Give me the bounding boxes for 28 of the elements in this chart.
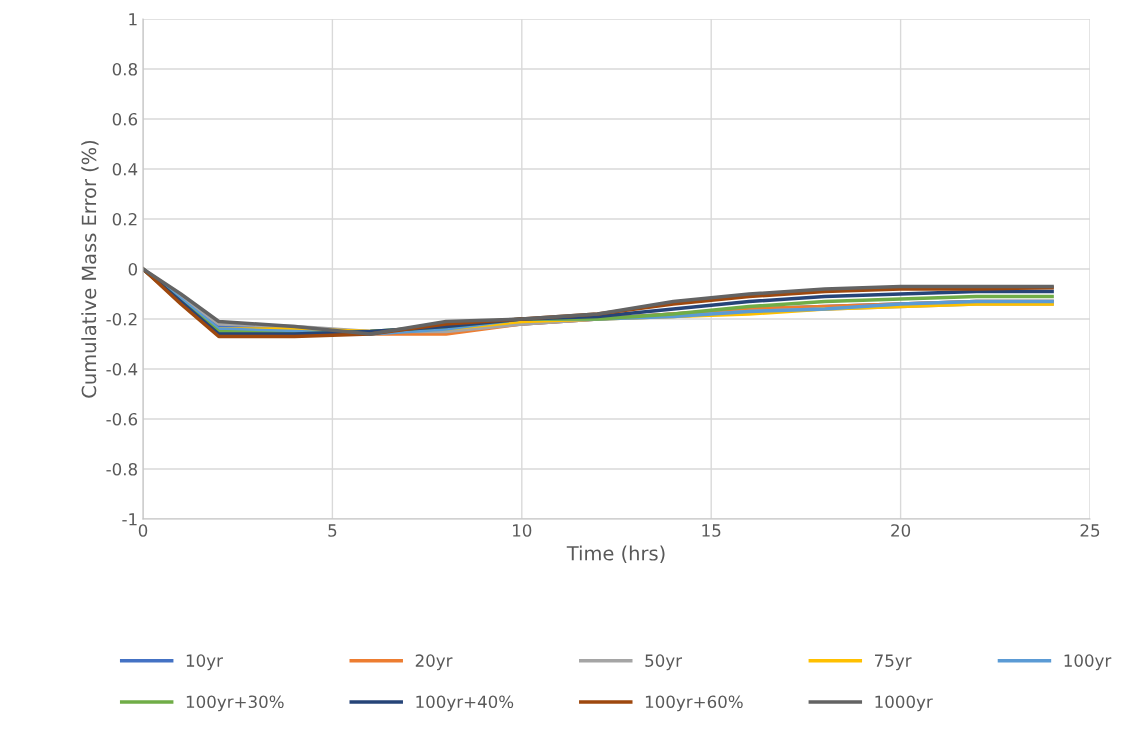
legend-label: 10yr bbox=[186, 654, 223, 671]
legend-label: 100yr+60% bbox=[645, 695, 743, 712]
x-tick-label: 10 bbox=[513, 524, 532, 537]
y-tick-label: 0 bbox=[128, 262, 138, 276]
y-tick-label: 0.6 bbox=[112, 112, 138, 126]
legend-label: 75yr bbox=[875, 654, 912, 671]
legend-label: 100yr+40% bbox=[416, 695, 514, 712]
y-tick-label: 0.2 bbox=[112, 212, 137, 226]
y-tick-label: -1 bbox=[122, 513, 137, 526]
x-tick-label: 20 bbox=[891, 524, 911, 537]
legend-label: 100yr+30% bbox=[186, 695, 284, 712]
y-tick-label: 0.8 bbox=[112, 62, 137, 76]
legend-label: 100yr bbox=[1064, 654, 1112, 671]
y-tick-label: -0.6 bbox=[106, 412, 138, 426]
legend-label: 1000yr bbox=[875, 695, 933, 712]
y-tick-label: 1 bbox=[129, 13, 137, 26]
y-axis-title: Cumulative Mass Error (%) bbox=[81, 140, 99, 398]
y-tick-label: 0.4 bbox=[112, 162, 138, 176]
x-axis-title: Time (hrs) bbox=[566, 545, 665, 563]
y-tick-label: -0.4 bbox=[106, 362, 138, 376]
legend-label: 20yr bbox=[415, 654, 453, 671]
x-tick-label: 25 bbox=[1080, 524, 1100, 537]
x-tick-label: 5 bbox=[328, 524, 337, 537]
y-tick-label: -0.2 bbox=[106, 312, 137, 326]
legend-label: 50yr bbox=[645, 654, 683, 671]
x-tick-label: 0 bbox=[138, 524, 148, 537]
y-tick-label: -0.8 bbox=[106, 462, 137, 476]
x-tick-label: 15 bbox=[702, 524, 721, 537]
